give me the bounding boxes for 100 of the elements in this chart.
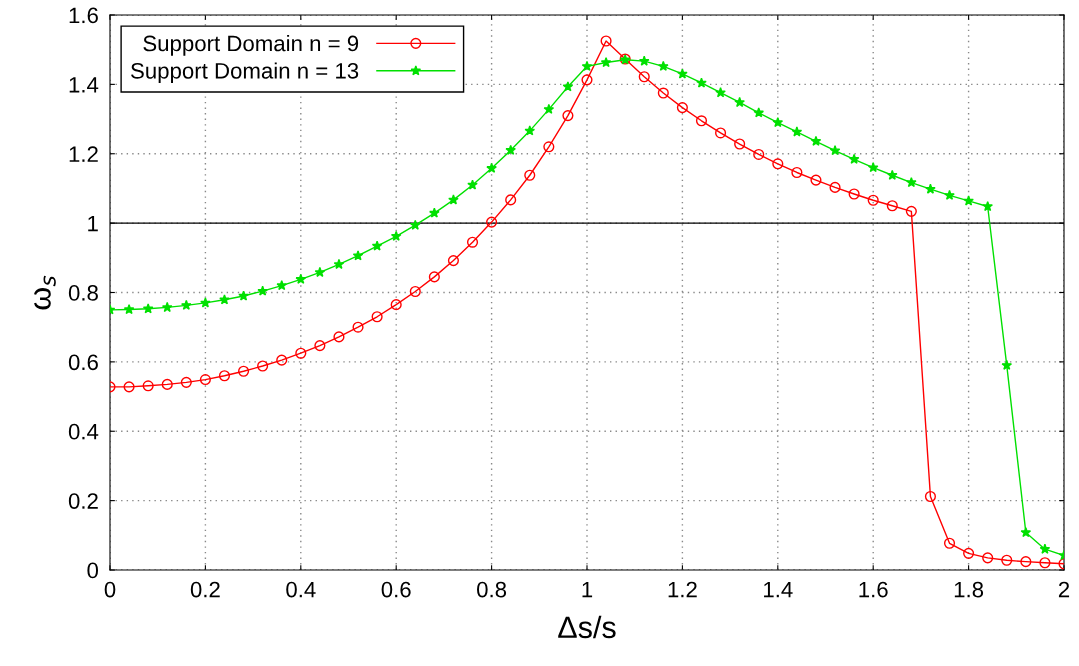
point	[1020, 556, 1032, 568]
y-tick-label: 0.4	[68, 423, 99, 440]
y-tick-label: 0	[87, 562, 99, 579]
point	[1001, 359, 1013, 370]
point	[333, 258, 345, 270]
point	[123, 381, 135, 393]
point	[982, 200, 993, 212]
point	[218, 370, 231, 382]
y-tick-label: 1.6	[69, 7, 98, 24]
point	[963, 547, 975, 559]
x-tick-label: 0.6	[381, 581, 411, 598]
point	[371, 311, 383, 323]
point	[486, 216, 498, 228]
point	[658, 60, 669, 71]
point	[638, 55, 650, 66]
point	[791, 126, 803, 137]
y-tick-label: 0.6	[68, 354, 98, 371]
point	[524, 125, 536, 136]
point	[181, 299, 192, 310]
point	[581, 60, 593, 71]
point	[486, 162, 497, 173]
point	[352, 250, 364, 261]
point	[428, 271, 440, 283]
point	[657, 87, 669, 99]
x-tick-label: 0.2	[190, 581, 220, 598]
point	[753, 107, 765, 118]
point	[715, 127, 727, 139]
point	[886, 169, 898, 180]
x-tick-label: 0.8	[477, 581, 507, 598]
point	[333, 331, 345, 343]
point	[924, 490, 936, 503]
point	[696, 77, 707, 88]
point	[276, 354, 288, 366]
point	[409, 285, 421, 298]
point	[505, 194, 517, 206]
x-tick-label: 2	[1058, 581, 1070, 598]
point	[848, 188, 860, 200]
point	[142, 380, 154, 392]
point	[199, 374, 211, 386]
point	[352, 321, 364, 333]
point	[772, 116, 784, 128]
point	[886, 200, 898, 212]
point	[734, 138, 746, 150]
point	[466, 236, 479, 248]
point	[1001, 554, 1013, 566]
point	[1039, 557, 1051, 569]
point	[848, 153, 860, 164]
point	[829, 145, 841, 156]
point	[1020, 526, 1032, 538]
point	[772, 158, 784, 170]
point	[677, 68, 688, 79]
x-tick-label: 0	[104, 581, 116, 598]
point	[448, 194, 459, 205]
point	[905, 205, 917, 217]
point	[944, 189, 955, 201]
point	[543, 141, 555, 153]
y-axis-title: ω$_{s}$	[34, 275, 56, 310]
point	[505, 144, 516, 155]
point	[734, 96, 745, 108]
point	[810, 174, 822, 186]
point	[600, 56, 612, 68]
point	[429, 207, 440, 218]
point	[982, 552, 994, 564]
point	[219, 294, 230, 305]
point	[238, 290, 249, 301]
point	[371, 240, 383, 251]
point	[180, 376, 192, 388]
point	[810, 135, 822, 146]
point	[524, 169, 536, 181]
y-tick-label: 1	[88, 215, 98, 232]
point	[562, 81, 574, 92]
point	[200, 297, 211, 308]
point	[925, 183, 936, 194]
y-tick-label: 1.4	[69, 77, 99, 93]
legend-label: Support Domain n = 13	[131, 62, 359, 84]
point	[314, 340, 326, 352]
point	[447, 255, 459, 267]
y-tick-label: 1.2	[69, 146, 98, 162]
point	[257, 285, 268, 296]
y-tick-label: 0.2	[68, 493, 98, 509]
point	[676, 102, 688, 114]
point	[695, 115, 708, 127]
x-tick-label: 1.4	[764, 581, 793, 598]
y-tick-label: 0.8	[68, 285, 98, 301]
point	[543, 103, 555, 114]
point	[390, 230, 402, 241]
point	[161, 378, 173, 390]
point	[906, 176, 917, 188]
point	[467, 179, 478, 190]
point	[943, 537, 956, 549]
point	[238, 365, 250, 377]
point	[276, 280, 288, 291]
x-tick-label: 1.2	[668, 581, 697, 598]
point	[867, 162, 879, 173]
point	[600, 35, 612, 47]
point	[753, 148, 765, 161]
point	[123, 303, 135, 315]
point	[295, 273, 307, 284]
x-tick-label: 1.6	[859, 581, 888, 598]
point	[791, 166, 803, 179]
